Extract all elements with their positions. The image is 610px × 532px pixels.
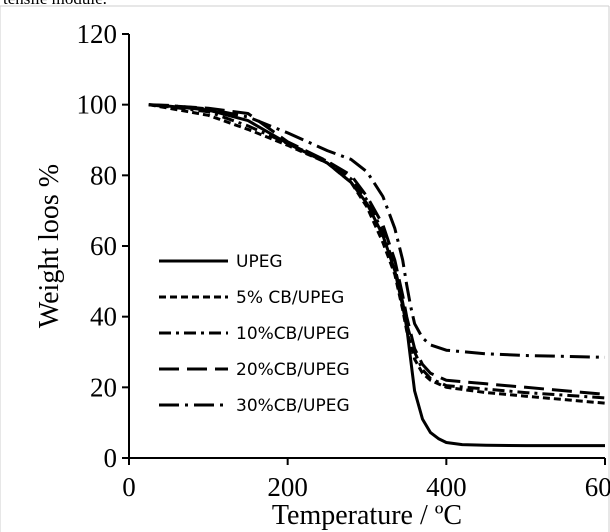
legend-label: UPEG — [236, 252, 283, 272]
x-ticks: 0 200 400 600 — [122, 458, 610, 502]
y-tick-label: 100 — [77, 90, 118, 120]
series-line-2 — [148, 103, 606, 405]
x-tick-label: 600 — [585, 472, 610, 502]
legend: UPEG 5% CB/UPEG 10%CB/UPEG 20%CB/UPEG 30%CB/… — [159, 252, 350, 416]
y-tick-label: 40 — [90, 302, 117, 332]
plot-area: 0 20 40 60 80 100 120 0 200 400 600 — [77, 19, 610, 502]
y-ticks: 0 20 40 60 80 100 120 — [77, 19, 129, 473]
series-line-4 — [148, 103, 606, 396]
legend-label: 20%CB/UPEG — [236, 360, 350, 380]
series-lines — [148, 103, 606, 448]
legend-label: 10%CB/UPEG — [236, 324, 350, 344]
y-axis-title: Weight loos % — [34, 164, 65, 328]
x-tick-label: 400 — [426, 472, 467, 502]
caption-text: tensile module. — [3, 0, 107, 8]
y-tick-label: 120 — [77, 19, 118, 49]
y-tick-label: 80 — [90, 160, 117, 190]
y-tick-label: 0 — [104, 443, 118, 473]
legend-label: 5% CB/UPEG — [236, 288, 344, 308]
x-tick-label: 200 — [267, 472, 308, 502]
x-axis-title: Temperature / ºC — [272, 500, 462, 531]
series-line-3 — [148, 103, 606, 400]
x-tick-label: 0 — [122, 472, 136, 502]
legend-label: 30%CB/UPEG — [236, 396, 350, 416]
series-line-5 — [148, 103, 606, 359]
y-tick-label: 20 — [90, 372, 117, 402]
y-tick-label: 60 — [90, 231, 117, 261]
